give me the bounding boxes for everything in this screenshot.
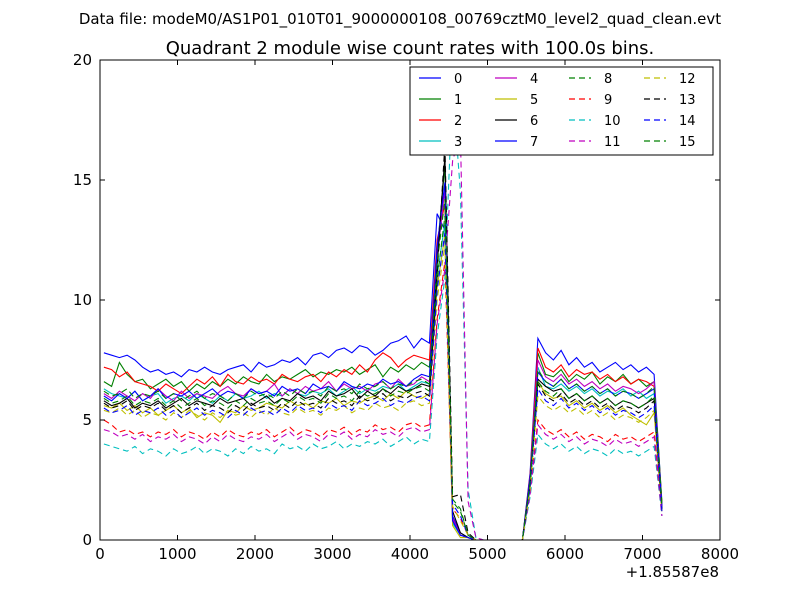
series-layer — [103, 86, 663, 540]
series-line-0 — [103, 213, 663, 540]
legend-label-15: 15 — [679, 135, 696, 150]
series-line-11 — [103, 134, 663, 540]
x-tick-label: 1000 — [158, 545, 196, 563]
series-line-13 — [103, 143, 663, 540]
x-tick-label: 4000 — [391, 545, 429, 563]
x-tick-label: 8000 — [701, 545, 739, 563]
legend-label-9: 9 — [604, 93, 612, 108]
y-tick-label: 20 — [73, 51, 92, 69]
legend-label-6: 6 — [530, 114, 538, 129]
series-line-8 — [103, 215, 663, 540]
legend-label-13: 13 — [679, 93, 696, 108]
series-line-10 — [103, 86, 663, 540]
legend-box — [409, 66, 714, 156]
legend-label-12: 12 — [679, 72, 696, 87]
legend-label-11: 11 — [604, 135, 621, 150]
legend-label-7: 7 — [530, 135, 538, 150]
x-offset-label: +1.85587e8 — [626, 563, 719, 581]
y-tick-label: 5 — [82, 411, 92, 429]
legend-label-4: 4 — [530, 72, 538, 87]
series-line-14 — [103, 232, 663, 540]
series-line-15 — [103, 199, 663, 540]
legend-label-1: 1 — [454, 93, 462, 108]
y-tick-label: 10 — [73, 291, 92, 309]
chart-suptitle: Data file: modeM0/AS1P01_010T01_90000001… — [79, 10, 721, 29]
legend-label-3: 3 — [454, 135, 462, 150]
legend-label-2: 2 — [454, 114, 462, 129]
series-line-1 — [103, 165, 663, 540]
chart-title: Quadrant 2 module wise count rates with … — [166, 38, 655, 59]
legend-label-0: 0 — [454, 72, 462, 87]
legend-label-8: 8 — [604, 72, 612, 87]
legend-label-14: 14 — [679, 114, 696, 129]
y-tick-label: 0 — [82, 531, 92, 549]
x-tick-label: 6000 — [546, 545, 584, 563]
legend-label-10: 10 — [604, 114, 621, 129]
y-tick-label: 15 — [73, 171, 92, 189]
x-axis: 0 1000 2000 3000 4000 5000 6000 7000 8000 — [95, 60, 739, 563]
series-line-9 — [103, 261, 663, 540]
series-line-2 — [103, 203, 663, 540]
series-line-5 — [103, 235, 663, 540]
x-tick-label: 5000 — [468, 545, 506, 563]
x-tick-label: 2000 — [236, 545, 274, 563]
x-tick-label: 3000 — [313, 545, 351, 563]
series-line-12 — [103, 244, 663, 540]
legend-label-5: 5 — [530, 93, 538, 108]
x-tick-label: 7000 — [623, 545, 661, 563]
x-tick-label: 0 — [95, 545, 105, 563]
